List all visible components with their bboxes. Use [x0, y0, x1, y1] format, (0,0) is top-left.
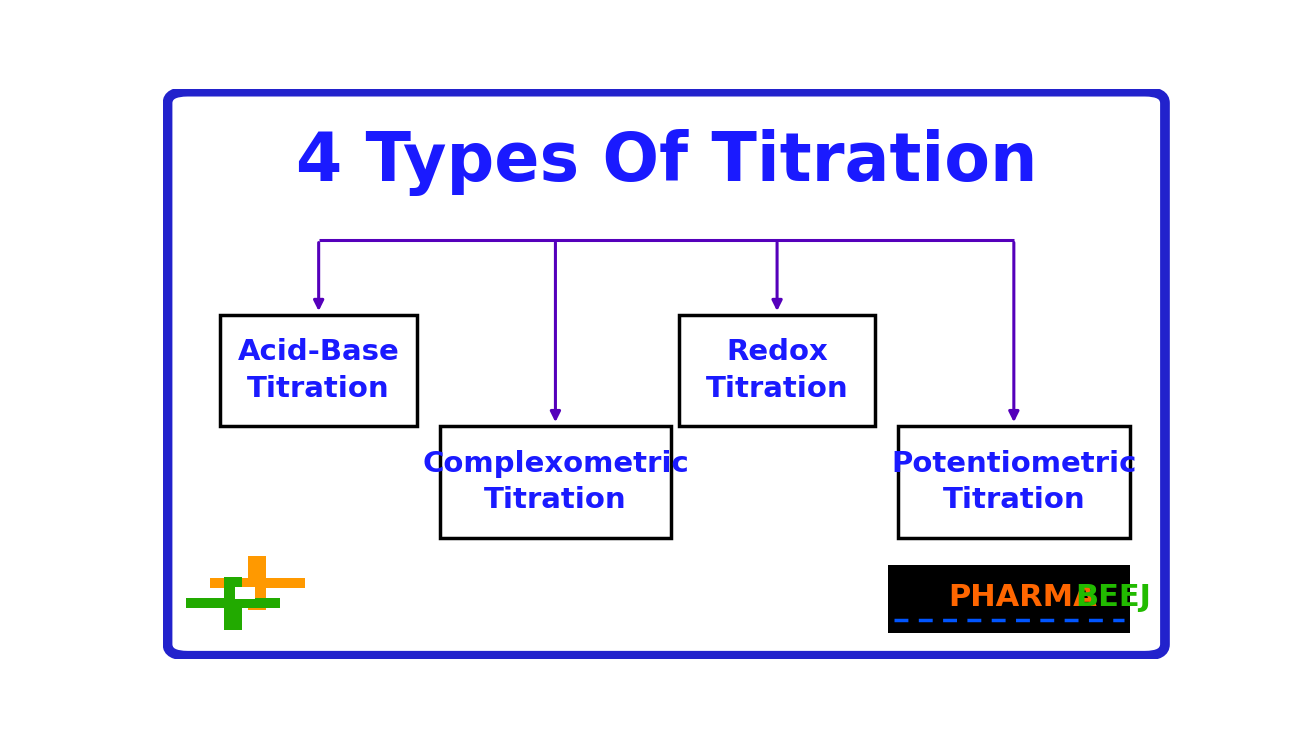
Bar	[221, 315, 417, 426]
Text: Potentiometric
Titration: Potentiometric Titration	[892, 450, 1136, 514]
Bar	[898, 426, 1130, 537]
Text: BEEJ: BEEJ	[1075, 583, 1152, 612]
Text: Acid-Base
Titration: Acid-Base Titration	[238, 338, 399, 403]
Bar	[209, 578, 304, 588]
Bar	[235, 588, 255, 599]
Text: 4 Types Of Titration: 4 Types Of Titration	[295, 130, 1037, 196]
Bar	[679, 315, 875, 426]
Text: Complexometric
Titration: Complexometric Titration	[422, 450, 689, 514]
Bar	[439, 426, 671, 537]
Bar	[224, 576, 242, 630]
FancyBboxPatch shape	[168, 92, 1165, 656]
Bar	[888, 565, 1130, 633]
Bar	[248, 556, 266, 610]
Bar	[186, 598, 281, 608]
Text: Redox
Titration: Redox Titration	[706, 338, 849, 403]
Text: PHARMA: PHARMA	[949, 583, 1097, 612]
